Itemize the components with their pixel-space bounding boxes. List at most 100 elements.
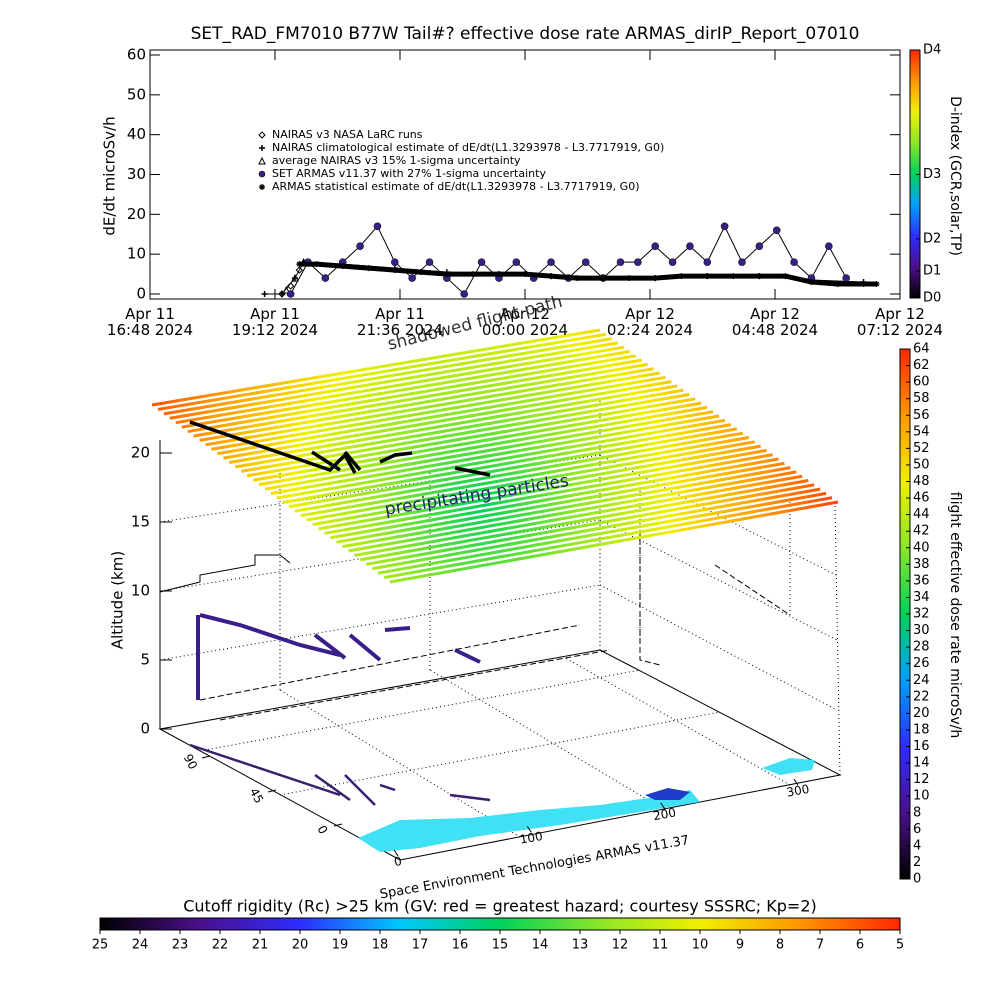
marker (391, 267, 398, 274)
sheet-line (193, 358, 642, 438)
x-tick-label: 300 (785, 782, 810, 800)
colorbar-tick-label: 10 (692, 938, 709, 953)
marker (703, 258, 712, 266)
sheet-flight-path (189, 420, 491, 477)
marker (782, 273, 789, 280)
colorbar-tick-label: 17 (412, 938, 429, 953)
marker (291, 273, 299, 282)
x-tick-label: Apr 11 19:12 2024 (231, 305, 319, 339)
marker (522, 271, 528, 278)
y-tick-label: 50 (127, 85, 146, 103)
colorbar-tick-label: 12 (913, 772, 930, 787)
marker (808, 279, 815, 286)
y-tick (267, 789, 277, 793)
marker (258, 131, 266, 139)
colorbar-tick-label: 0 (913, 872, 921, 887)
chart-title: SET_RAD_FM7010 B77W Tail#? effective dos… (191, 24, 860, 44)
z-tick-label: 10 (131, 582, 150, 600)
marker (425, 258, 434, 266)
y-tick-label: 40 (127, 125, 146, 143)
colorbar-tick-label: 4 (913, 838, 921, 853)
colorbar-tick-label: 21 (252, 938, 269, 953)
marker (259, 145, 265, 151)
colorbar-label: D-index (GCR,solar,TP) (947, 96, 963, 256)
sheet-line (336, 461, 785, 544)
marker (295, 266, 304, 274)
x-tick-label: Apr 12 07:12 2024 (856, 305, 944, 339)
legend-label: NAIRAS v3 NASA LaRC runs (272, 128, 423, 141)
colorbar-tick-label: D1 (923, 264, 941, 279)
x-tick (660, 802, 666, 810)
floor-map (358, 758, 815, 852)
marker (356, 242, 364, 250)
series-line (299, 261, 877, 287)
sheet-line (318, 448, 767, 531)
marker (738, 258, 746, 266)
colorbar-tick-label: 52 (913, 441, 930, 456)
colorbar-tick-label: 20 (913, 706, 930, 721)
dose-sheet (151, 328, 839, 584)
marker (860, 281, 867, 288)
legend-label: SET ARMAS v11.37 with 27% 1-sigma uncert… (272, 167, 546, 180)
marker (443, 271, 450, 278)
flight-track (196, 613, 481, 700)
legend-label: ARMAS statistical estimate of dE/dt(L1.3… (272, 180, 639, 193)
colorbar-label: flight effective dose rate microSv/h (947, 492, 963, 738)
marker (720, 222, 729, 231)
marker (704, 273, 711, 280)
colorbar-tick-label: 34 (913, 590, 930, 605)
sheet-line (264, 410, 714, 491)
series-line (290, 225, 847, 295)
sheet-line (330, 457, 779, 540)
marker (278, 291, 285, 297)
marker (581, 258, 590, 266)
marker (261, 291, 268, 297)
x-tick-label: Apr 11 21:36 2024 (356, 305, 444, 339)
marker (547, 258, 555, 266)
colorbar-tick-label: 44 (913, 507, 930, 522)
colorbar-tick-label: 23 (172, 938, 189, 953)
colorbar-tick-label: 10 (913, 789, 930, 804)
colorbar-tick-label: 11 (652, 938, 669, 953)
x-tick (793, 778, 799, 786)
marker (756, 273, 763, 280)
colorbar-tick-label: 30 (913, 623, 930, 638)
marker (259, 184, 265, 190)
x-tick-label: 200 (652, 805, 677, 823)
marker (772, 226, 781, 235)
sheet-line (223, 380, 672, 460)
y-tick-label: 0 (314, 823, 330, 836)
marker (730, 273, 737, 280)
marker (286, 282, 295, 290)
marker (258, 156, 266, 165)
marker (408, 274, 416, 282)
colorbar-tick-label: 19 (332, 938, 349, 953)
colorbar-tick-label: 56 (913, 408, 930, 423)
colorbar-tick-label: 32 (913, 607, 930, 622)
colorbar-tick-label: 24 (913, 673, 930, 688)
sheet-line (175, 345, 625, 425)
x-tick-label: Apr 12 04:48 2024 (731, 305, 819, 339)
colorbar-tick-label: 22 (913, 689, 930, 704)
sheet-line (246, 397, 696, 478)
x-tick-label: Apr 12 02:24 2024 (606, 305, 694, 339)
colorbar-tick-label: 8 (913, 805, 921, 820)
colorbar-tick-label: 40 (913, 540, 930, 555)
y-tick-label: 60 (127, 46, 146, 64)
marker (651, 242, 660, 250)
colorbar-tick-label: 20 (292, 938, 309, 953)
altitude-profile (159, 554, 291, 593)
sheet-line (157, 332, 607, 411)
colorbar-tick-label: 58 (913, 391, 930, 406)
marker (313, 261, 320, 268)
colorbar-tick-label: 46 (913, 491, 930, 506)
colorbar-tick-label: 14 (532, 938, 549, 953)
legend-label: average NAIRAS v3 15% 1-sigma uncertaint… (272, 154, 521, 167)
marker (626, 275, 633, 282)
colorbar-tick-label: 13 (572, 938, 589, 953)
z-tick-label: 5 (140, 651, 150, 669)
marker (873, 281, 880, 288)
y-axis-label: dE/dt microSv/h (101, 116, 119, 235)
colorbar-tick-label: 18 (913, 722, 930, 737)
